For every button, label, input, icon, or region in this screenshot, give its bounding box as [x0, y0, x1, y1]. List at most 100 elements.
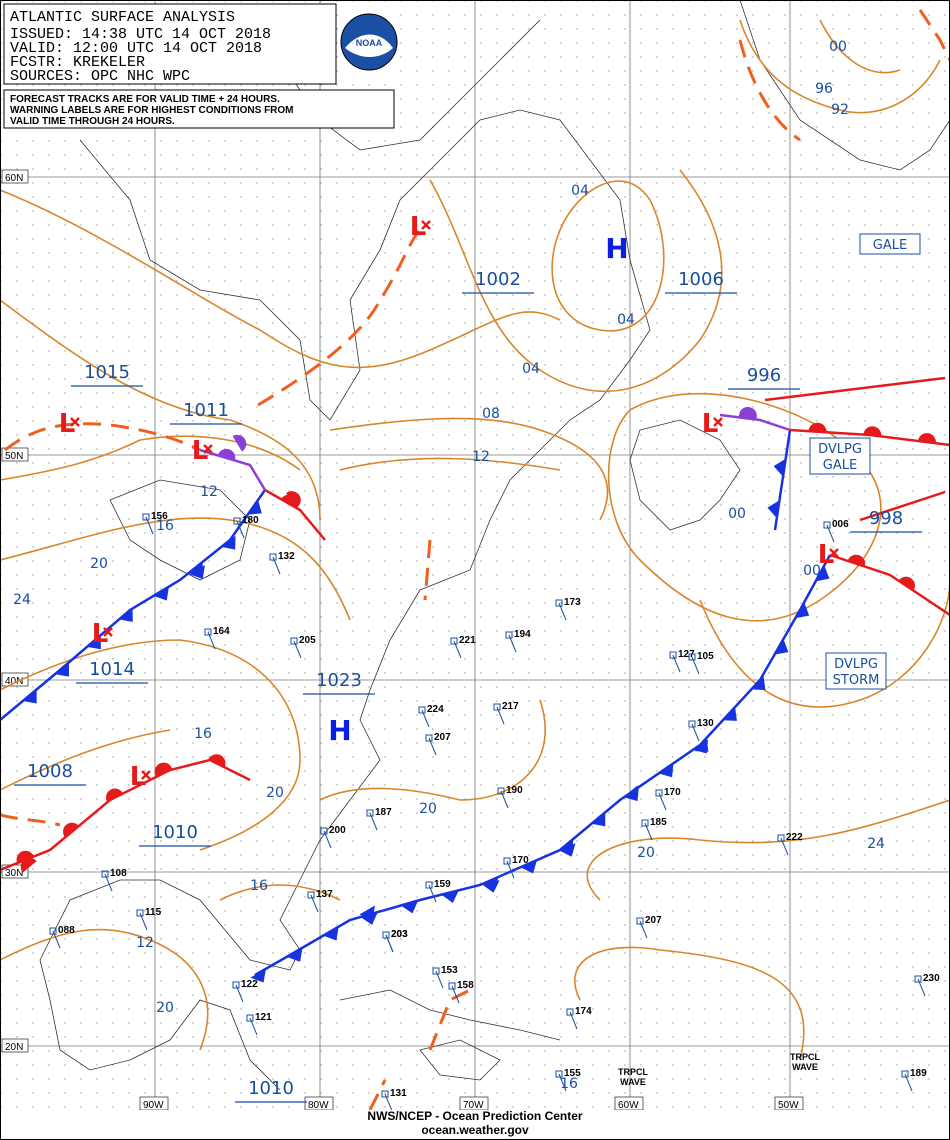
front-semicircle	[154, 762, 173, 774]
station-marker	[636, 917, 644, 925]
contour-value: 12	[200, 484, 218, 500]
low-x	[829, 548, 839, 558]
wind-barb	[310, 894, 319, 913]
isobar-value: 1010	[152, 822, 198, 843]
wind-barb	[369, 812, 378, 831]
contour-value: 04	[522, 361, 540, 377]
station-marker	[669, 651, 677, 659]
station-pressure: 207	[645, 915, 662, 926]
wind-barb	[826, 524, 835, 543]
contour-value: 04	[617, 312, 635, 328]
footer: NWS/NCEP - Ocean Prediction Center	[367, 1109, 582, 1123]
contour-value: 24	[13, 592, 31, 608]
wind-barb	[428, 884, 437, 903]
station-marker	[101, 870, 109, 878]
station-pressure: 130	[697, 718, 714, 729]
station-pressure: 132	[278, 551, 295, 562]
contour-value: 12	[472, 449, 490, 465]
front-semicircle	[286, 491, 301, 508]
isobar-value: 1008	[27, 761, 73, 782]
wind-barb	[236, 520, 245, 539]
troughs	[0, 9, 950, 1111]
contour-value: 12	[136, 935, 154, 951]
lat-label: 20N	[5, 1042, 23, 1053]
station-pressure: 174	[575, 1006, 592, 1017]
contour-value: 20	[637, 845, 655, 861]
contour-value: 16	[250, 878, 268, 894]
lon-label: 70W	[463, 1100, 484, 1111]
wind-barb	[421, 709, 430, 728]
isobar-value: 1014	[89, 659, 135, 680]
station-marker	[232, 981, 240, 989]
front-triangle	[286, 947, 303, 962]
contour-value: 16	[156, 518, 174, 534]
station-pressure: 205	[299, 635, 316, 646]
wind-barb	[506, 860, 515, 879]
wind-barb	[658, 792, 667, 811]
station-marker	[269, 553, 277, 561]
front-triangle	[591, 812, 606, 827]
wind-barb	[207, 631, 216, 650]
front-semicircle	[808, 422, 827, 433]
front-triangle	[250, 968, 266, 983]
front-semicircle	[16, 850, 34, 864]
warm-front	[264, 488, 326, 541]
graticule: 60N 50N 40N 30N 20N 90W 80W 70W 60W 50W	[0, 0, 950, 1111]
station-pressure: 155	[564, 1068, 581, 1079]
front-semicircle	[739, 406, 757, 419]
note-box	[3, 89, 395, 129]
front-triangle	[22, 689, 37, 704]
isobar-value: 1010	[248, 1078, 294, 1099]
labels: 1015 1011 1002 1006 996 998 1014 1023 1008 1010 10…	[13, 39, 940, 1112]
wind-barb	[639, 920, 648, 939]
front-semicircle	[105, 788, 124, 802]
low-x	[203, 444, 213, 454]
front-triangle	[55, 662, 69, 677]
station-pressure: 224	[427, 704, 444, 715]
warm-front	[0, 758, 251, 872]
contour-value: 00	[803, 563, 821, 579]
lat-label-box	[1, 1038, 29, 1053]
warning-label: GALE	[873, 238, 907, 253]
isobars	[0, 19, 950, 1061]
wind-barb	[435, 970, 444, 989]
front-triangle	[153, 586, 169, 601]
wind-barb	[691, 723, 700, 742]
station-pressure: 203	[391, 929, 408, 940]
wave-label: TRPCL	[618, 1067, 648, 1077]
station-marker	[233, 517, 241, 525]
station-pressure: 088	[58, 925, 75, 936]
wind-barb	[672, 654, 681, 673]
front-triangle	[520, 860, 538, 874]
lat-label: 50N	[5, 451, 23, 462]
wave-label: WAVE	[620, 1077, 646, 1087]
front-semicircle	[847, 554, 866, 567]
station-marker	[448, 982, 456, 990]
front-triangle	[559, 843, 576, 857]
wind-barb	[558, 1073, 567, 1092]
front-semicircle	[208, 754, 226, 768]
station-marker	[566, 1008, 574, 1016]
station-marker	[418, 706, 426, 714]
station-pressure: 221	[459, 635, 476, 646]
station-pressure: 180	[242, 515, 259, 526]
contour-value: 20	[419, 801, 437, 817]
contour-value: 20	[266, 785, 284, 801]
warning-label: DVLPG	[834, 657, 878, 672]
station-marker	[914, 975, 922, 983]
station-pressure: 207	[434, 732, 451, 743]
lon-label: 80W	[308, 1100, 329, 1111]
contour-value: 16	[194, 726, 212, 742]
front-triangle	[400, 900, 419, 914]
station-pressure: 158	[457, 980, 474, 991]
isobar-value: 1006	[678, 269, 724, 290]
footer-bg	[0, 1110, 950, 1140]
front-triangle	[658, 763, 674, 778]
header-box	[3, 3, 337, 85]
front-triangle	[751, 676, 766, 691]
contour-value: 96	[815, 81, 833, 97]
wind-barb	[139, 912, 148, 931]
wind-barb	[780, 837, 789, 856]
title: ATLANTIC SURFACE ANALYSIS	[10, 9, 235, 26]
